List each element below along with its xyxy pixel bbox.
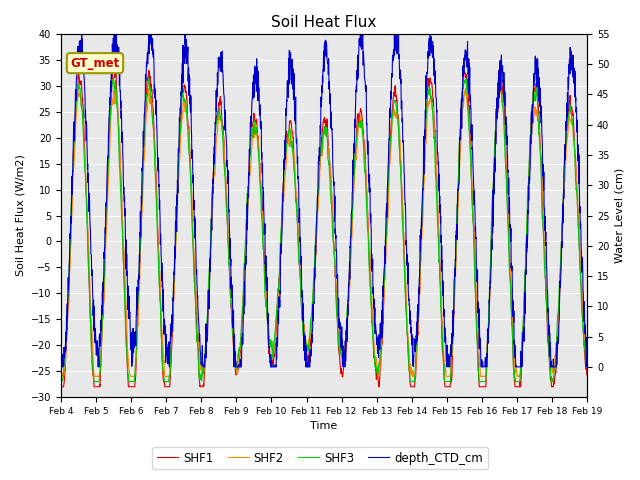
SHF2: [57, 373, 65, 379]
X-axis label: Time: Time: [310, 421, 338, 432]
SHF3: [351, 150, 359, 156]
depth_CTD_cm: [584, 336, 591, 342]
depth_CTD_cm: [78, 31, 86, 37]
SHF3: [552, 356, 559, 362]
Title: Soil Heat Flux: Soil Heat Flux: [271, 15, 377, 30]
SHF2: [204, 320, 211, 325]
SHF1: [552, 368, 559, 374]
SHF1: [477, 384, 484, 390]
depth_CTD_cm: [204, 314, 212, 320]
Line: depth_CTD_cm: depth_CTD_cm: [61, 34, 588, 367]
Line: SHF3: SHF3: [61, 77, 588, 382]
SHF2: [495, 85, 503, 91]
Line: SHF1: SHF1: [61, 66, 588, 387]
SHF3: [57, 378, 65, 384]
SHF2: [351, 170, 358, 176]
SHF3: [109, 74, 117, 80]
Legend: SHF1, SHF2, SHF3, depth_CTD_cm: SHF1, SHF2, SHF3, depth_CTD_cm: [152, 447, 488, 469]
depth_CTD_cm: [339, 364, 347, 370]
SHF1: [57, 384, 65, 390]
depth_CTD_cm: [552, 364, 559, 370]
SHF2: [339, 356, 347, 362]
SHF1: [110, 63, 118, 69]
SHF2: [552, 359, 559, 365]
depth_CTD_cm: [477, 362, 484, 368]
SHF1: [537, 154, 545, 159]
SHF1: [204, 308, 212, 313]
SHF3: [538, 172, 545, 178]
SHF3: [477, 379, 485, 384]
SHF3: [204, 290, 212, 296]
SHF2: [537, 158, 545, 164]
depth_CTD_cm: [57, 364, 65, 370]
depth_CTD_cm: [537, 103, 545, 108]
SHF3: [90, 379, 98, 384]
SHF3: [584, 362, 591, 368]
Y-axis label: Soil Heat Flux (W/m2): Soil Heat Flux (W/m2): [15, 155, 25, 276]
SHF1: [339, 368, 347, 373]
SHF3: [340, 352, 348, 358]
SHF2: [584, 353, 591, 359]
Y-axis label: Water Level (cm): Water Level (cm): [615, 168, 625, 263]
SHF2: [477, 373, 484, 379]
Text: GT_met: GT_met: [70, 57, 120, 70]
SHF1: [351, 165, 358, 170]
Line: SHF2: SHF2: [61, 88, 588, 376]
SHF1: [584, 372, 591, 378]
depth_CTD_cm: [351, 122, 358, 128]
